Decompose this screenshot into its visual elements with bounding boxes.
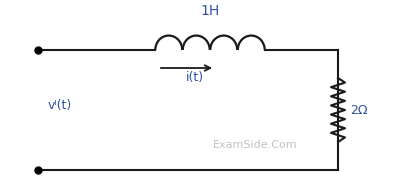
Text: ExamSide.Com: ExamSide.Com [213, 140, 297, 150]
Text: 2Ω: 2Ω [350, 104, 367, 116]
Text: vᴵ(t): vᴵ(t) [48, 98, 72, 112]
Text: i(t): i(t) [185, 71, 204, 84]
Text: 1H: 1H [200, 4, 220, 18]
